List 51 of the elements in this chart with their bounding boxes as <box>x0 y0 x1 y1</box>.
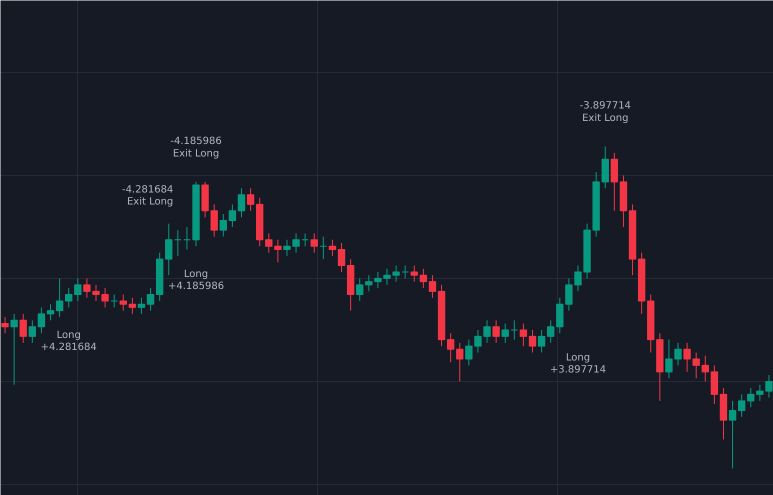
candlestick <box>483 320 491 344</box>
candlestick <box>465 339 473 366</box>
annotation: Long +3.897714 <box>550 352 606 376</box>
candlestick <box>710 364 718 405</box>
candlestick <box>92 284 100 302</box>
candlestick <box>402 265 409 279</box>
candlestick <box>138 297 146 314</box>
candlestick <box>65 288 72 308</box>
candlestick <box>10 313 18 386</box>
candlestick <box>492 320 500 344</box>
candlestick <box>301 232 309 247</box>
candlestick <box>392 265 400 282</box>
candlestick <box>428 274 436 298</box>
annotation: -4.281684 Exit Long <box>122 184 174 208</box>
candlestick <box>610 152 618 212</box>
candlestick <box>83 278 91 298</box>
candlestick <box>101 288 109 308</box>
candlestick <box>328 239 336 256</box>
candlestick <box>56 278 64 318</box>
candlestick <box>665 339 673 379</box>
candlestick <box>520 323 528 347</box>
candlestick <box>146 288 154 312</box>
candlestick <box>502 323 509 344</box>
candlestick <box>320 236 328 260</box>
candlestick <box>292 232 300 254</box>
candlestick <box>538 329 546 354</box>
candlestick <box>74 278 82 302</box>
candlestick <box>510 320 518 340</box>
candlestick <box>674 342 682 366</box>
annotation: Long +4.185986 <box>168 268 224 292</box>
candlestick <box>283 239 291 256</box>
candlestick <box>338 242 346 272</box>
annotation: Long +4.281684 <box>40 330 97 354</box>
candlestick <box>383 268 391 286</box>
candlestick <box>474 329 482 354</box>
annotation: -4.185986 Exit Long <box>170 136 222 160</box>
candlestick <box>1 316 9 334</box>
candlestick <box>574 265 582 292</box>
candlestick <box>110 294 118 308</box>
candlestick <box>765 374 773 398</box>
candlestick <box>728 400 736 469</box>
candlestick <box>310 232 318 254</box>
candlestick <box>20 313 27 344</box>
candlestick <box>565 278 573 312</box>
candlestick <box>183 226 191 250</box>
candlestick <box>174 230 182 256</box>
candlestick <box>46 304 54 321</box>
candlestick <box>528 329 536 354</box>
text: -3.897714 Exit Long <box>580 100 631 124</box>
candlestick <box>374 271 382 289</box>
candlestick <box>238 188 246 218</box>
